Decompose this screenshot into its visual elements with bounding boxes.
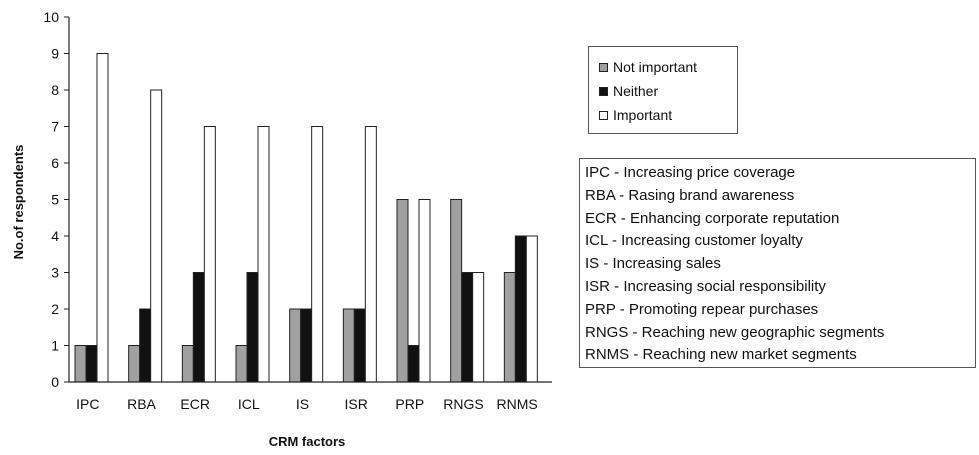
legend-item-neither: Neither (599, 79, 737, 103)
y-tick-label: 8 (51, 82, 59, 98)
legend-swatch (599, 86, 608, 96)
chart-legend: Not important Neither Important (588, 46, 738, 134)
y-tick-label: 7 (51, 119, 59, 135)
y-tick-label: 4 (51, 228, 59, 244)
bar-neither-ecr (192, 272, 205, 383)
x-axis-title: CRM factors (269, 434, 346, 449)
abbreviation-item: IS - Increasing sales (585, 255, 721, 273)
bar-not-important-rnms (503, 272, 516, 383)
bar-neither-rnms (514, 235, 527, 383)
x-tick-label: IPC (76, 396, 99, 412)
legend-item-important: Important (599, 103, 737, 127)
x-axis-ticks: IPC RBA ECR ICL IS ISR PRP RNGS RNMS (76, 396, 538, 412)
x-tick-label: PRP (395, 396, 424, 412)
legend-item-not-important: Not important (599, 55, 737, 79)
bar-important-is (311, 126, 324, 383)
legend-label: Important (613, 107, 673, 123)
y-tick-label: 5 (51, 192, 59, 208)
legend-swatch (599, 110, 608, 120)
y-tick-label: 3 (51, 265, 59, 281)
abbreviation-item: RNMS - Reaching new market segments (585, 346, 857, 364)
abbreviation-item: ICL - Increasing customer loyalty (585, 232, 803, 250)
bar-not-important-rngs (450, 199, 463, 383)
bar-not-important-is (289, 308, 302, 383)
bar-neither-icl (246, 272, 259, 383)
x-tick-label: ICL (238, 396, 260, 412)
bar-neither-isr (353, 308, 366, 383)
y-tick-label: 10 (43, 9, 59, 25)
legend-label: Neither (613, 83, 659, 99)
y-axis-ticks: 0 1 2 3 4 5 6 7 8 9 10 (43, 9, 69, 390)
bar-neither-ipc (85, 345, 98, 383)
bar-important-ecr (203, 126, 216, 383)
bar-important-isr (364, 126, 377, 383)
x-tick-label: ISR (344, 396, 367, 412)
bar-not-important-rba (128, 345, 141, 383)
abbreviation-item: ECR - Enhancing corporate reputation (585, 209, 840, 227)
y-axis-title: No.of respondents (11, 145, 26, 260)
bar-important-ipc (96, 53, 109, 383)
bar-not-important-icl (235, 345, 248, 383)
bar-important-rba (150, 89, 163, 383)
bar-neither-is (300, 308, 313, 383)
x-tick-label: RNGS (443, 396, 483, 412)
bar-series (74, 53, 538, 383)
legend-label: Not important (613, 59, 698, 75)
y-tick-label: 0 (51, 374, 59, 390)
x-tick-label: RNMS (497, 396, 538, 412)
bar-not-important-prp (396, 199, 409, 383)
bar-chart: 0 1 2 3 4 5 6 7 8 9 10 IPC RBA ECR ICL IS ISR PRP RNGS RNM… (11, 9, 552, 449)
x-tick-label: IS (296, 396, 309, 412)
abbreviation-item: PRP - Promoting repear purchases (585, 300, 819, 318)
legend-swatch (599, 62, 608, 72)
abbreviation-item: RNGS - Reaching new geographic segments (585, 323, 885, 341)
bar-neither-prp (407, 345, 420, 383)
bar-not-important-isr (342, 308, 355, 383)
bar-important-rnms (525, 235, 538, 383)
y-tick-label: 2 (51, 301, 59, 317)
bar-important-icl (257, 126, 270, 383)
bar-not-important-ipc (74, 345, 87, 383)
y-tick-label: 6 (51, 155, 59, 171)
x-tick-label: RBA (127, 396, 156, 412)
abbreviation-key: IPC - Increasing price coverage RBA - Ra… (579, 158, 976, 368)
bar-neither-rngs (461, 272, 474, 383)
abbreviation-item: RBA - Rasing brand awareness (585, 186, 795, 204)
x-tick-label: ECR (180, 396, 210, 412)
y-tick-label: 1 (51, 338, 59, 354)
bar-neither-rba (139, 308, 152, 383)
y-tick-label: 9 (51, 46, 59, 62)
bar-important-prp (418, 199, 431, 383)
bar-not-important-ecr (181, 345, 194, 383)
abbreviation-item: IPC - Increasing price coverage (585, 164, 796, 181)
bar-important-rngs (472, 272, 485, 383)
abbreviation-item: ISR - Increasing social responsibility (585, 277, 826, 295)
